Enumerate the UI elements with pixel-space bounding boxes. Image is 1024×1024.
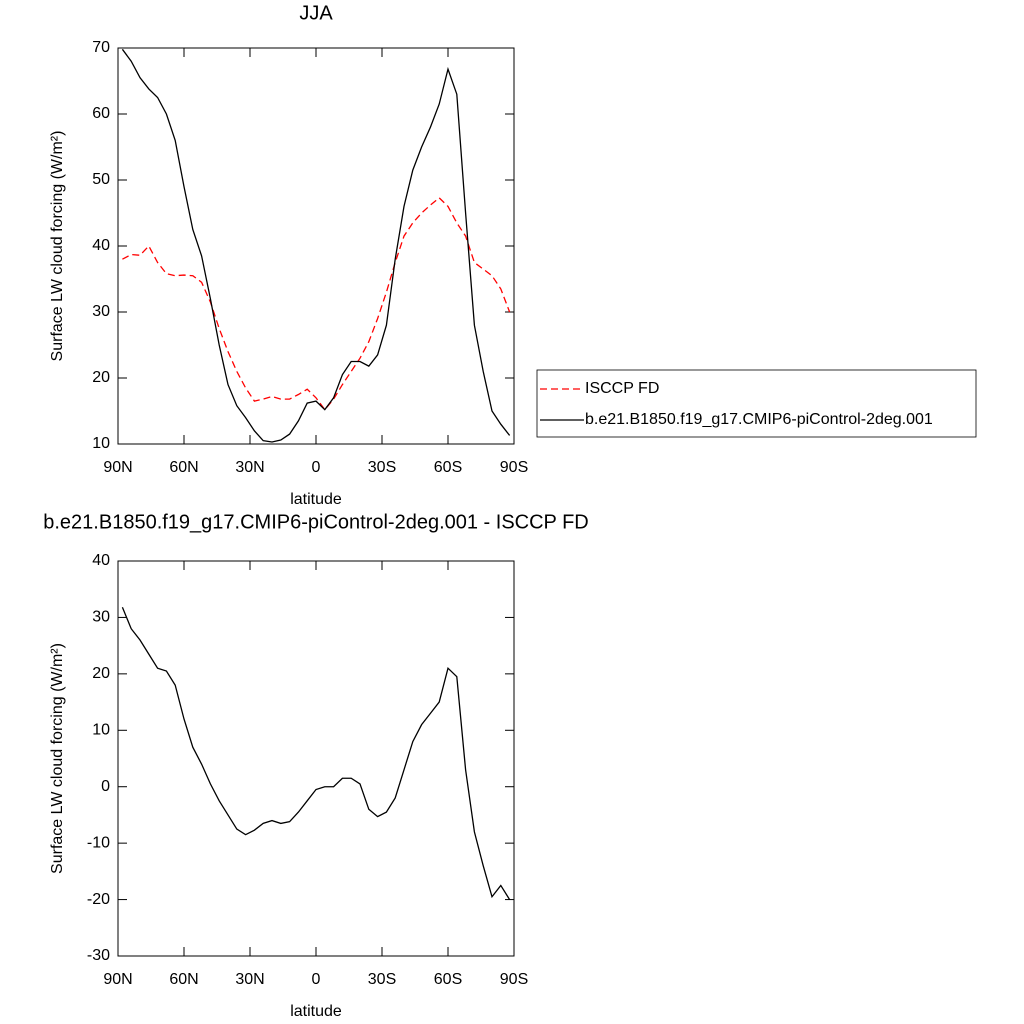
y-tick-label: 50 <box>92 171 110 188</box>
x-tick-label: 60S <box>434 971 462 988</box>
y-tick-label: 40 <box>92 237 110 254</box>
x-tick-label: 30N <box>235 971 264 988</box>
y-tick-label: 30 <box>92 609 110 626</box>
x-tick-label: 0 <box>312 971 321 988</box>
x-tick-label: 90N <box>103 971 132 988</box>
y-tick-label: 20 <box>92 369 110 386</box>
data-line <box>121 48 511 443</box>
x-tick-label: 90N <box>103 459 132 476</box>
data-line <box>121 607 511 900</box>
x-tick-label: 0 <box>312 459 321 476</box>
x-tick-label: 30S <box>368 971 396 988</box>
plot-frame <box>117 560 515 957</box>
y-tick-label: 70 <box>92 39 110 56</box>
x-axis-label: latitude <box>290 1003 342 1020</box>
y-tick-label: 10 <box>92 435 110 452</box>
y-tick-label: 30 <box>92 303 110 320</box>
x-tick-label: 60N <box>169 971 198 988</box>
x-tick-label: 30N <box>235 459 264 476</box>
x-tick-label: 60N <box>169 459 198 476</box>
y-tick-label: 0 <box>101 778 110 795</box>
data-line <box>122 196 511 411</box>
y-axis-label: Surface LW cloud forcing (W/m²) <box>49 643 66 874</box>
y-tick-label: 40 <box>92 552 110 569</box>
chart-title: b.e21.B1850.f19_g17.CMIP6-piControl-2deg… <box>43 511 589 533</box>
y-tick-label: 20 <box>92 665 110 682</box>
x-tick-label: 90S <box>500 971 528 988</box>
y-tick-label: -30 <box>87 947 110 964</box>
legend-box <box>536 369 977 438</box>
y-axis-label: Surface LW cloud forcing (W/m²) <box>49 131 66 362</box>
y-tick-label: -10 <box>87 834 110 851</box>
chart-title: JJA <box>299 2 333 24</box>
legend-label: b.e21.B1850.f19_g17.CMIP6-piControl-2deg… <box>585 411 933 428</box>
x-tick-label: 90S <box>500 459 528 476</box>
y-tick-label: 60 <box>92 105 110 122</box>
y-tick-label: 10 <box>92 722 110 739</box>
y-tick-label: -20 <box>87 891 110 908</box>
x-axis-label: latitude <box>290 491 342 508</box>
plot-frame <box>117 47 515 445</box>
x-tick-label: 30S <box>368 459 396 476</box>
x-tick-label: 60S <box>434 459 462 476</box>
legend-label: ISCCP FD <box>585 380 659 397</box>
